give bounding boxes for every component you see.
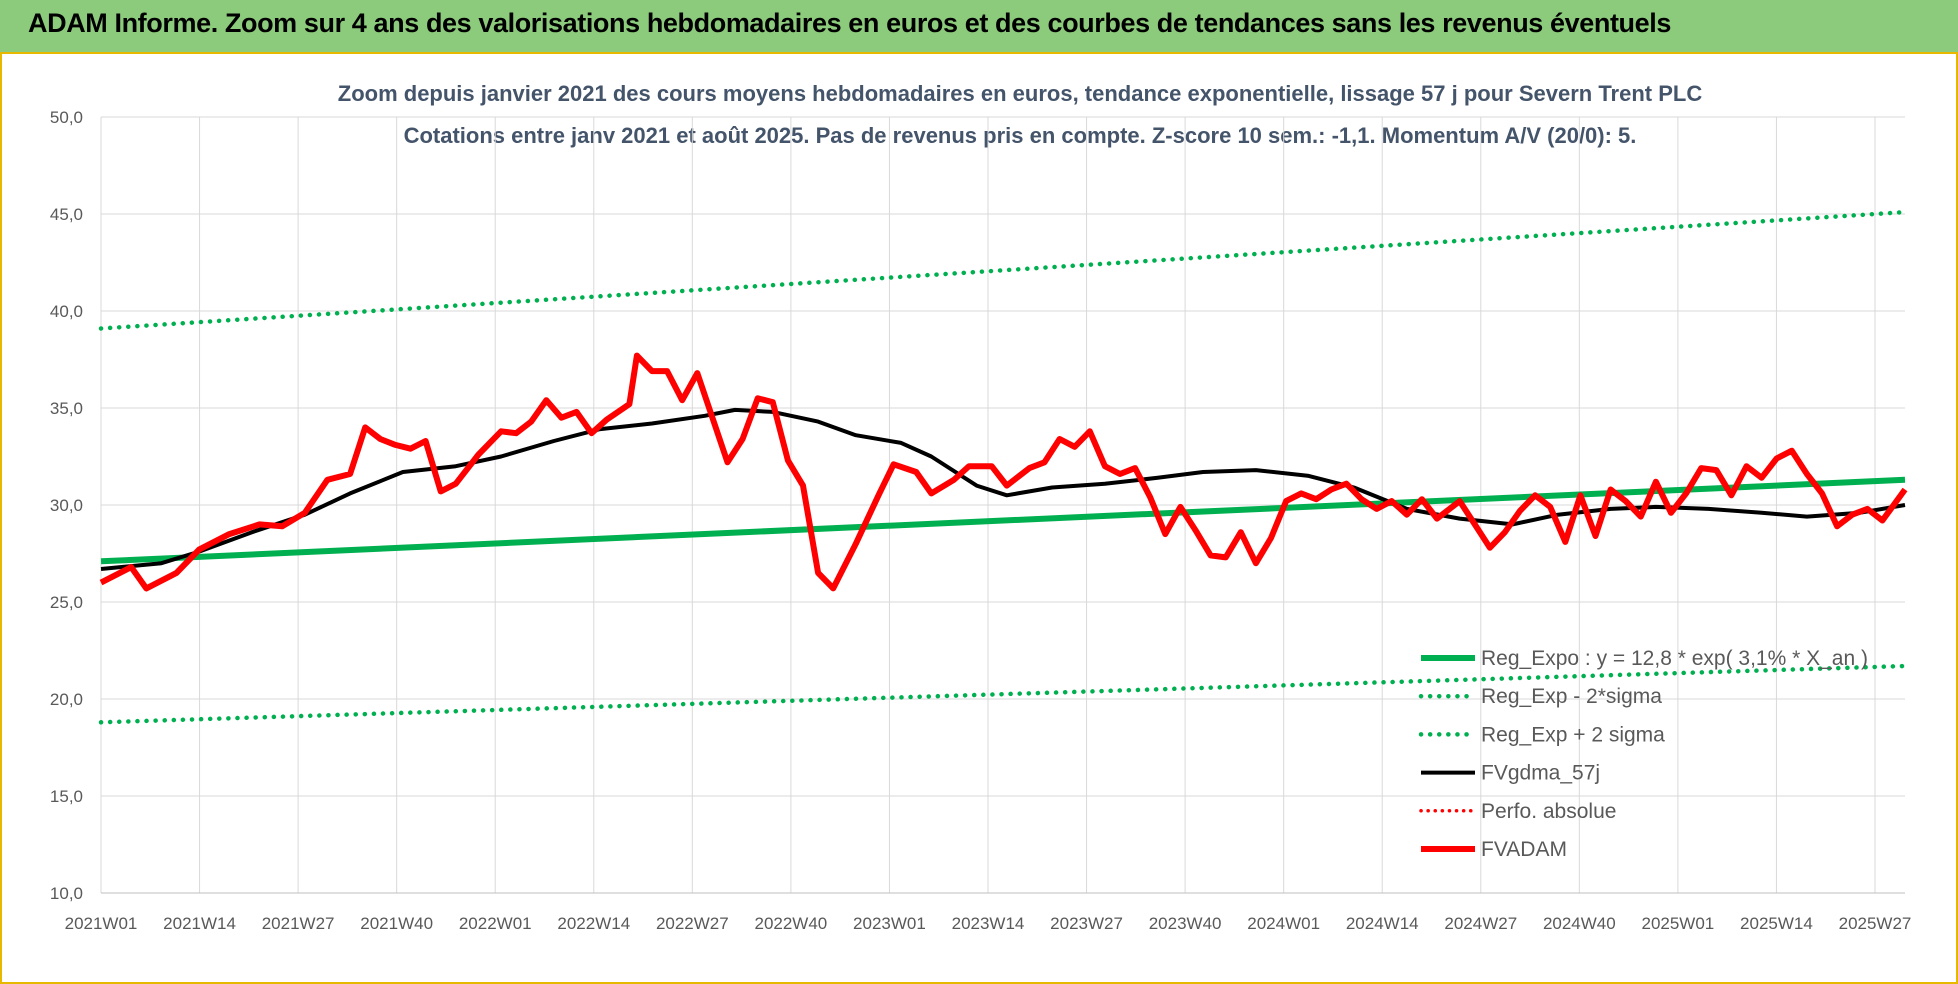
grid xyxy=(100,116,1905,894)
legend: Reg_Expo : y = 12,8 * exp( 3,1% * X_an )… xyxy=(1418,647,1868,861)
x-tick-label: 2023W14 xyxy=(952,914,1025,933)
legend-label: Perfo. absolue xyxy=(1481,800,1616,823)
series-line xyxy=(98,663,1908,725)
x-tick-label: 2021W01 xyxy=(65,914,138,933)
y-tick-label: 30,0 xyxy=(50,496,83,515)
x-tick-label: 2022W14 xyxy=(557,914,630,933)
x-tick-label: 2024W40 xyxy=(1543,914,1616,933)
x-tick-label: 2025W01 xyxy=(1641,914,1714,933)
legend-label: Reg_Expo : y = 12,8 * exp( 3,1% * X_an ) xyxy=(1481,647,1868,670)
x-tick-label: 2023W01 xyxy=(853,914,926,933)
x-tick-label: 2023W27 xyxy=(1050,914,1123,933)
legend-label: FVADAM xyxy=(1481,838,1567,861)
x-tick-label: 2024W27 xyxy=(1444,914,1517,933)
x-tick-label: 2022W01 xyxy=(459,914,532,933)
x-axis: 2021W01 2021W14 2021W27 2021W40 2022W01 2022W… xyxy=(65,914,1912,933)
legend-label: Reg_Exp + 2 sigma xyxy=(1481,723,1665,746)
legend-label: Reg_Exp - 2*sigma xyxy=(1481,685,1662,708)
x-tick-label: 2024W14 xyxy=(1346,914,1419,933)
x-tick-label: 2022W27 xyxy=(656,914,729,933)
series-group xyxy=(98,209,1908,725)
y-axis: 50,0 45,0 40,0 35,0 30,0 25,0 20,0 15,0 10,0 xyxy=(50,108,83,903)
series-line xyxy=(100,476,1906,565)
y-tick-label: 45,0 xyxy=(50,205,83,224)
banner-title: ADAM Informe. Zoom sur 4 ans des valoris… xyxy=(28,8,1671,38)
x-tick-label: 2025W27 xyxy=(1839,914,1912,933)
x-tick-label: 2021W27 xyxy=(262,914,335,933)
x-tick-label: 2025W14 xyxy=(1740,914,1813,933)
header-banner: ADAM Informe. Zoom sur 4 ans des valoris… xyxy=(0,0,1958,54)
x-tick-label: 2024W01 xyxy=(1247,914,1320,933)
series-line xyxy=(98,209,1908,331)
x-tick-label: 2021W14 xyxy=(163,914,236,933)
x-tick-label: 2023W40 xyxy=(1149,914,1222,933)
legend-label: FVgdma_57j xyxy=(1481,762,1600,785)
series-line xyxy=(100,407,1906,571)
chart-title: Zoom depuis janvier 2021 des cours moyen… xyxy=(338,81,1703,106)
y-tick-label: 40,0 xyxy=(50,302,83,321)
chart-frame xyxy=(0,54,1958,984)
x-tick-label: 2021W40 xyxy=(360,914,433,933)
y-tick-label: 15,0 xyxy=(50,787,83,806)
y-tick-label: 20,0 xyxy=(50,690,83,709)
series-line xyxy=(99,352,1908,592)
chart-subtitle: Cotations entre janv 2021 et août 2025. … xyxy=(404,123,1637,148)
y-tick-label: 50,0 xyxy=(50,108,83,127)
x-tick-label: 2022W40 xyxy=(754,914,827,933)
y-tick-label: 35,0 xyxy=(50,399,83,418)
y-tick-label: 10,0 xyxy=(50,884,83,903)
y-tick-label: 25,0 xyxy=(50,593,83,612)
